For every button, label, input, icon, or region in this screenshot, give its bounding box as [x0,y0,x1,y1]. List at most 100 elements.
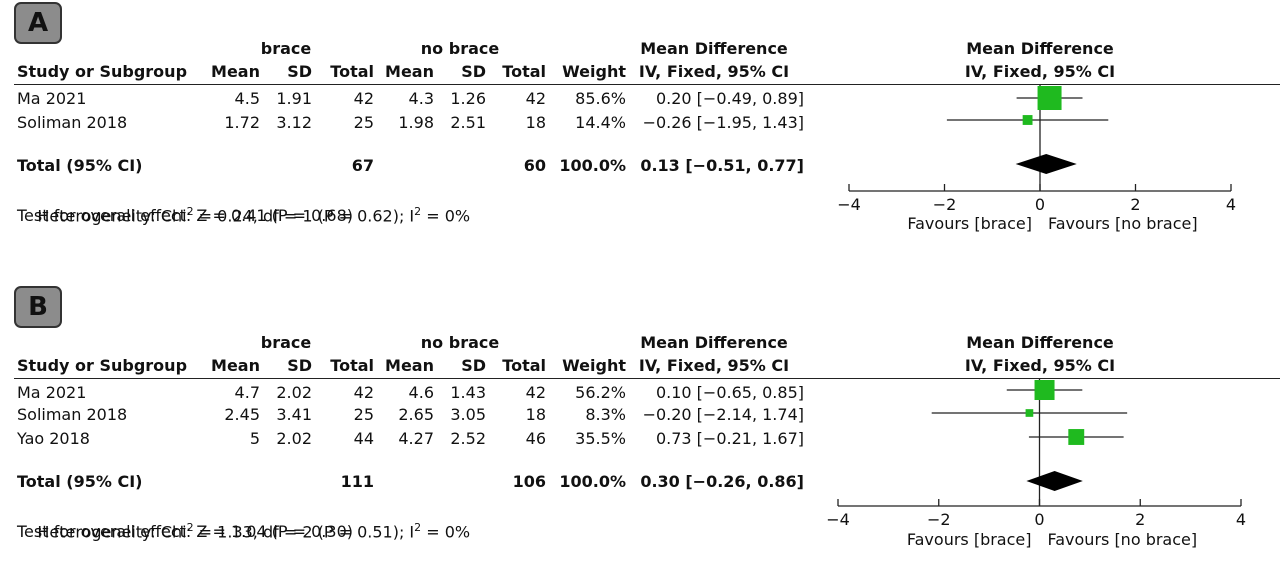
total1-col-header: Total [330,356,374,375]
weight-cell: 14.4% [575,113,626,132]
mean1-cell: 5 [249,429,260,448]
group2-header: no brace [420,333,500,352]
total1-col-header: Total [330,62,374,81]
ci-cell: 0.73 [−0.21, 1.67] [655,429,804,448]
total1-sum: 111 [340,472,374,491]
heterogeneity-text: Heterogeneity: Chi2 = 0.24, df = 1 (P = … [37,205,471,226]
total2-cell: 42 [525,383,546,402]
pooled-diamond [1026,471,1083,491]
weight-cell: 85.6% [575,89,626,108]
tick-label: 0 [1035,195,1045,214]
sd2-cell: 1.26 [450,89,486,108]
ci-cell: −0.26 [−1.95, 1.43] [642,113,804,132]
mean2-cell: 1.98 [398,113,434,132]
sd1-cell: 3.12 [276,113,312,132]
sd1-cell: 1.91 [276,89,312,108]
favours-left-label: Favours [brace] [907,530,1032,549]
mean1-cell: 4.7 [234,383,260,402]
total2-col-header: Total [502,356,546,375]
study-square [1034,380,1055,400]
ci-cell: −0.20 [−2.14, 1.74] [642,405,804,424]
weight-cell: 35.5% [575,429,626,448]
tick-label: 4 [1226,195,1236,214]
study-name: Ma 2021 [17,383,87,402]
total1-cell: 42 [353,89,374,108]
study-name: Ma 2021 [17,89,87,108]
panel-label-a: A [14,2,62,44]
md-header-title: Mean Difference [640,333,788,352]
total2-sum: 106 [512,472,546,491]
total-ci: 0.30 [−0.26, 0.86] [640,472,804,491]
weight-cell: 8.3% [585,405,626,424]
total1-sum: 67 [351,156,374,175]
header-rule [14,378,1280,379]
header-rule [14,84,1280,85]
total-weight: 100.0% [559,472,626,491]
mean1-cell: 2.45 [224,405,260,424]
plot-col-subheader: IV, Fixed, 95% CI [964,62,1116,81]
mean1-col-header: Mean [211,62,260,81]
total2-cell: 42 [525,89,546,108]
weight-col-header: Weight [562,356,626,375]
total-weight: 100.0% [559,156,626,175]
forest-plot: −4 −2 0 2 4 Favours [brace] Favours [no brace] [837,84,1236,233]
favours-right-label: Favours [no brace] [1048,530,1198,549]
weight-cell: 56.2% [575,383,626,402]
study-square [1068,429,1085,445]
plot-header-title: Mean Difference [966,39,1114,58]
tick-label: 0 [1034,510,1044,529]
study-name: Soliman 2018 [17,113,128,132]
tick-label: −2 [927,510,951,529]
total-label: Total (95% CI) [17,472,143,491]
sd2-cell: 1.43 [450,383,486,402]
mean1-cell: 1.72 [224,113,260,132]
favours-left-label: Favours [brace] [907,214,1032,233]
total1-cell: 44 [353,429,374,448]
tick-label: 2 [1135,510,1145,529]
tick-label: −2 [933,195,957,214]
group2-header: no brace [420,39,500,58]
sd2-cell: 2.52 [450,429,486,448]
sd1-col-header: SD [287,62,312,81]
heterogeneity-text: Heterogeneity: Chi2 = 1.33, df = 2 (P = … [37,521,471,542]
study-square [1025,409,1034,417]
tick-label: 2 [1130,195,1140,214]
group1-header: brace [260,39,312,58]
mean2-cell: 4.27 [398,429,434,448]
total2-cell: 46 [525,429,546,448]
mean2-col-header: Mean [385,356,434,375]
mean2-cell: 4.3 [408,89,434,108]
ci-cell: 0.10 [−0.65, 0.85] [655,383,804,402]
mean2-cell: 2.65 [398,405,434,424]
sd2-cell: 2.51 [450,113,486,132]
tick-label: −4 [837,195,861,214]
weight-col-header: Weight [562,62,626,81]
total1-cell: 42 [353,383,374,402]
sd1-col-header: SD [287,356,312,375]
total2-sum: 60 [523,156,546,175]
forest-panel-a: A brace no brace Mean Difference Mean Di… [0,0,1280,270]
study-name: Yao 2018 [17,429,90,448]
total1-cell: 25 [353,405,374,424]
study-col-header: Study or Subgroup [17,356,188,375]
mean2-col-header: Mean [385,62,434,81]
md-header-title: Mean Difference [640,39,788,58]
mean2-cell: 4.6 [408,383,434,402]
study-col-header: Study or Subgroup [17,62,188,81]
tick-label: −4 [826,510,850,529]
sd2-col-header: SD [461,62,486,81]
mean1-col-header: Mean [211,356,260,375]
md-col-subheader: IV, Fixed, 95% CI [638,356,790,375]
total-ci: 0.13 [−0.51, 0.77] [640,156,804,175]
panel-label-b: B [14,286,62,328]
total2-col-header: Total [502,62,546,81]
study-square [1037,86,1062,110]
study-square [1022,115,1033,125]
total2-cell: 18 [525,113,546,132]
total2-cell: 18 [525,405,546,424]
sd1-cell: 2.02 [276,383,312,402]
total-label: Total (95% CI) [17,156,143,175]
overall-effect-text: Test for overall effect: Z = 0.41 (P = 0… [17,206,353,225]
ci-cell: 0.20 [−0.49, 0.89] [655,89,804,108]
mean1-cell: 4.5 [234,89,260,108]
